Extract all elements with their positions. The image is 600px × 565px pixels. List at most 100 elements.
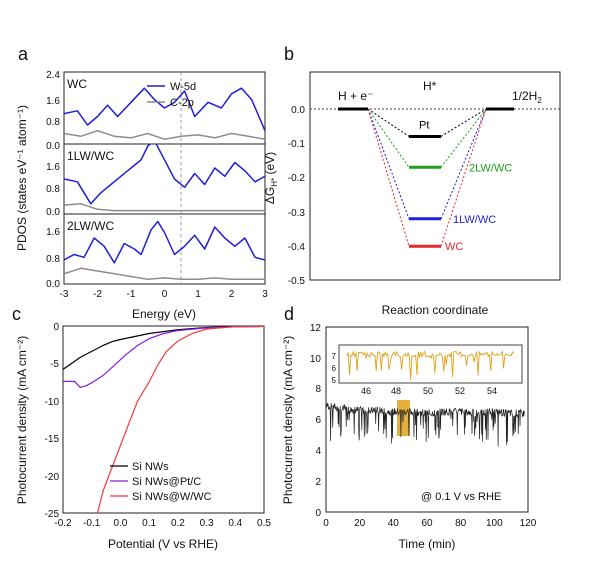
panel-a-ylabel: PDOS (states eV⁻¹ atom⁻¹): [15, 105, 29, 251]
lsv-curves: [63, 326, 264, 513]
level-label-1lw-wc: 1LW/WC: [453, 214, 496, 226]
c-ytick-10: -10: [45, 397, 60, 408]
a-xtick-2: 2: [229, 289, 235, 300]
panel-b-frame: [309, 71, 561, 281]
d-ytick-2: 2: [315, 477, 321, 488]
legend-w5d-label: W-5d: [170, 81, 196, 93]
a1-ytick-08: 0.8: [46, 117, 60, 128]
panel-c-frame: [62, 325, 265, 514]
d-xtick-20: 20: [354, 518, 366, 529]
pdos-subplot-3: [64, 220, 265, 281]
level-label-pt: Pt: [419, 119, 429, 131]
path-in-1lw-wc: [367, 108, 410, 219]
panel-a-sub1-title: WC: [67, 77, 87, 91]
panel-d-plot: [325, 402, 525, 447]
d-ytick-4: 4: [315, 446, 321, 457]
a3-ytick-00: 0.0: [46, 279, 60, 290]
inset-frame: [338, 344, 523, 384]
lsv-sinw-line: [63, 326, 264, 370]
panel-d-xlabel: Time (min): [399, 537, 456, 551]
inset-ytick-6: 6: [332, 364, 337, 373]
level-label-wc: WC: [445, 241, 463, 253]
panel-b: b Pt 2LW/WC 1LW/WC WC H* H + e⁻ 1/2H2 0.0 -…: [263, 44, 561, 317]
panel-c-plot: [63, 326, 264, 513]
panel-c: c Si NWs Si NWs@Pt/C Si NWs@W/WC 0 -5 -1…: [12, 304, 271, 551]
path-out-pt: [440, 108, 487, 137]
b-ytick-3: -0.3: [288, 208, 306, 219]
legend-wwc-label: Si NWs@W/WC: [132, 491, 212, 503]
pdos-line-w5d-3: [64, 220, 265, 264]
level-label-2lw-wc: 2LW/WC: [469, 162, 512, 174]
lsv-wwc-line: [96, 326, 264, 513]
path-out-wc: [440, 108, 487, 247]
a1-ytick-24: 2.4: [46, 70, 60, 81]
panel-c-xlabel: Potential (V vs RHE): [108, 537, 218, 551]
d-ytick-6: 6: [315, 415, 321, 426]
panel-a-yticks: 2.4 1.6 0.8 0.0 1.6 0.8 0.0 1.6 0.8 0.0: [46, 70, 60, 290]
c-xtick-0: -0.2: [54, 518, 72, 529]
a2-ytick-08: 0.8: [46, 184, 60, 195]
a1-ytick-16: 1.6: [46, 96, 60, 107]
inset-xtick-54: 54: [487, 386, 497, 396]
panel-d-yticks: 0 2 4 6 8 10 12: [310, 323, 322, 519]
inset-xtick-46: 46: [361, 386, 371, 396]
pdos-line-c2p-1: [64, 129, 265, 140]
pdos-line-c2p-2: [64, 203, 265, 212]
d-xtick-100: 100: [486, 518, 503, 529]
c-xtick-2: 0.0: [113, 518, 127, 529]
c-xtick-7: 0.5: [257, 518, 271, 529]
b-ytick-2: -0.2: [288, 173, 306, 184]
c-ytick-20: -20: [45, 472, 60, 483]
b-ytick-5: -0.5: [288, 276, 306, 287]
inset-trace: [346, 349, 515, 381]
panel-c-xticks: -0.2 -0.1 0.0 0.1 0.2 0.3 0.4 0.5: [54, 518, 271, 529]
d-xtick-120: 120: [520, 518, 537, 529]
panel-a-plot: [64, 87, 265, 281]
d-xtick-60: 60: [421, 518, 433, 529]
a-xtick-3: 3: [262, 289, 268, 300]
d-xtick-80: 80: [455, 518, 467, 529]
panel-b-plot: Pt 2LW/WC 1LW/WC WC: [338, 107, 514, 253]
c-ytick-0: 0: [53, 322, 59, 333]
final-state-label: 1/2H2: [512, 89, 542, 105]
panel-b-xlabel: Reaction coordinate: [382, 303, 489, 317]
c-ytick-15: -15: [45, 434, 60, 445]
panel-d-ylabel: Photocurrent density (mA cm⁻²): [281, 336, 295, 504]
legend-sinw-label: Si NWs: [132, 461, 169, 473]
panel-a-xlabel: Energy (eV): [132, 307, 196, 321]
d-xtick-40: 40: [388, 518, 400, 529]
panel-a: a WC 1LW/WC 2LW/WC W-5d C-2p 2.4 1.6 0.8…: [15, 44, 268, 321]
inset-yticks: 7 6 5: [332, 352, 337, 385]
c-ytick-5: -5: [50, 359, 59, 370]
inset-xtick-50: 50: [423, 386, 433, 396]
c-ytick-25: -25: [45, 509, 60, 520]
a2-ytick-00: 0.0: [46, 207, 60, 218]
pdos-line-w5d-1: [64, 87, 265, 131]
inset-xtick-52: 52: [455, 386, 465, 396]
a-xtick-m2: -2: [93, 289, 102, 300]
legend-ptc-label: Si NWs@Pt/C: [132, 476, 201, 488]
stability-trace: [325, 402, 525, 447]
c-xtick-5: 0.3: [200, 518, 214, 529]
panel-a-sub3-title: 2LW/WC: [67, 219, 114, 233]
a1-ytick-00: 0.0: [46, 141, 60, 152]
panel-d-xticks: 0 20 40 60 80 100 120: [323, 518, 537, 529]
a3-ytick-08: 0.8: [46, 254, 60, 265]
panel-d: d 7 6 5 46 48 50 52 54 @ 0.1 V vs RHE 0 …: [281, 304, 537, 551]
a-xtick-1: 1: [195, 289, 201, 300]
panel-c-label: c: [12, 304, 21, 324]
d-ytick-12: 12: [310, 323, 322, 334]
panel-b-ylabel: ΔGH* (eV): [263, 152, 279, 204]
measurement-condition: @ 0.1 V vs RHE: [421, 491, 501, 503]
a-xtick-m1: -1: [127, 289, 136, 300]
panel-a-xticks: -3 -2 -1 0 1 2 3: [60, 289, 269, 300]
pdos-line-w5d-2: [64, 144, 265, 205]
panel-a-label: a: [18, 44, 29, 64]
d-xtick-0: 0: [323, 518, 329, 529]
b-ytick-0: 0.0: [291, 105, 305, 116]
panel-c-ylabel: Photocurrent density (mA cm⁻²): [15, 336, 29, 504]
inset-ytick-5: 5: [332, 376, 337, 385]
pdos-line-c2p-3: [64, 267, 265, 281]
path-in-wc: [367, 108, 410, 247]
path-in-2lw-wc: [367, 108, 410, 168]
